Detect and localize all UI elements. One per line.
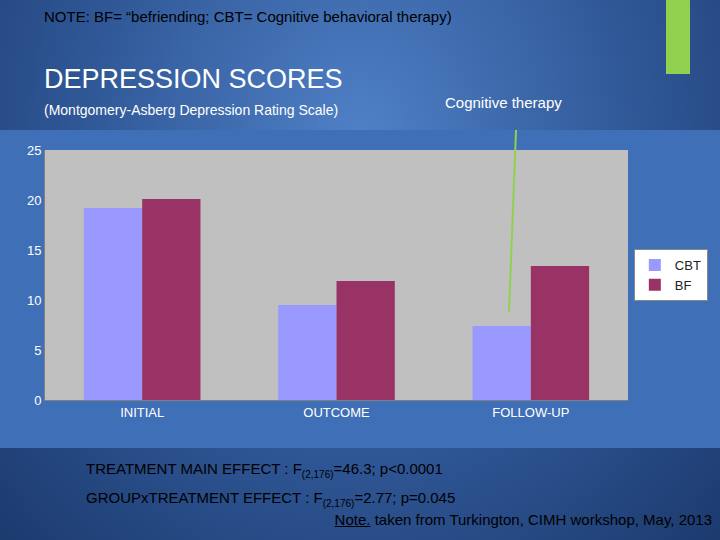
html-text:Cognitive therapy: Cognitive therapy — [445, 94, 562, 111]
html-text:TREATMENT MAIN EFFECT : F(2,17: TREATMENT MAIN EFFECT : F(2,176)=46.3; p… — [86, 460, 443, 480]
svg-text:CBT: CBT — [675, 258, 701, 273]
html-text:Note. taken from Turkington, C: Note. taken from Turkington, CIMH worksh… — [334, 511, 712, 528]
html-text:GROUPxTREATMENT EFFECT : F(2,1: GROUPxTREATMENT EFFECT : F(2,176)=2.77; … — [86, 489, 456, 509]
html-text:NOTE: BF= “befriending; CBT= C: NOTE: BF= “befriending; CBT= Cognitive b… — [44, 8, 452, 25]
svg-text:INITIAL: INITIAL — [120, 405, 164, 420]
svg-text:20: 20 — [27, 193, 41, 208]
svg-text:BF: BF — [675, 278, 692, 293]
html-text:(Montgomery-Asberg Depression: (Montgomery-Asberg Depression Rating Sca… — [44, 102, 339, 118]
svg-text:OUTCOME: OUTCOME — [303, 405, 370, 420]
svg-text:0: 0 — [34, 393, 41, 408]
html-text:DEPRESSION SCORES: DEPRESSION SCORES — [44, 64, 343, 94]
svg-text:10: 10 — [27, 293, 41, 308]
svg-text:FOLLOW-UP: FOLLOW-UP — [492, 405, 569, 420]
svg-text:25: 25 — [27, 143, 41, 158]
svg-text:5: 5 — [34, 343, 41, 358]
svg-text:15: 15 — [27, 243, 41, 258]
